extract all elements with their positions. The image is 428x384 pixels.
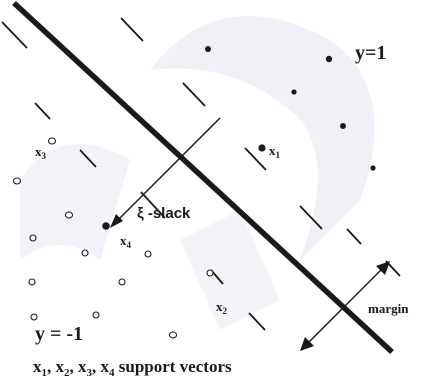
- support-vector-x2: [206, 269, 214, 277]
- support-vector-x1: [258, 144, 266, 152]
- negative-point: [29, 234, 37, 242]
- watermark-shape-2: [20, 144, 130, 260]
- negative-points: [12, 137, 214, 339]
- negative-point: [12, 177, 22, 185]
- label-x3: x3: [35, 144, 47, 161]
- positive-point: [291, 89, 297, 95]
- margin-label: margin: [368, 301, 409, 316]
- label-x4: x4: [120, 233, 132, 250]
- negative-point: [168, 331, 178, 339]
- label-x2: x2: [216, 299, 228, 316]
- negative-point: [64, 211, 74, 219]
- support-vectors-caption: x1, x2, x3, x4 support vectors: [33, 357, 232, 379]
- positive-point: [205, 46, 211, 52]
- label-x1: x1: [269, 143, 281, 160]
- positive-point: [340, 123, 346, 129]
- negative-point: [28, 278, 36, 286]
- positive-class-label: y=1: [355, 42, 386, 64]
- decision-boundary: [12, 0, 394, 355]
- negative-point: [144, 250, 152, 258]
- negative-point: [118, 278, 126, 286]
- watermark-shape-3: [180, 210, 280, 330]
- negative-point: [92, 311, 100, 319]
- slack-label: ξ -slack: [137, 205, 191, 222]
- slack-arrowhead: [110, 214, 123, 228]
- watermark: [20, 15, 375, 330]
- slack-arrow: [116, 117, 221, 222]
- negative-point: [81, 249, 89, 257]
- support-vector-x3: [47, 137, 57, 145]
- margin-arrow: [300, 261, 390, 351]
- negative-point: [30, 313, 38, 321]
- positive-point: [325, 55, 333, 63]
- watermark-shape-1: [150, 15, 375, 260]
- negative-class-label: y = -1: [35, 323, 83, 345]
- positive-point: [370, 165, 376, 171]
- positive-points: [102, 46, 376, 230]
- support-vector-x4: [102, 222, 110, 230]
